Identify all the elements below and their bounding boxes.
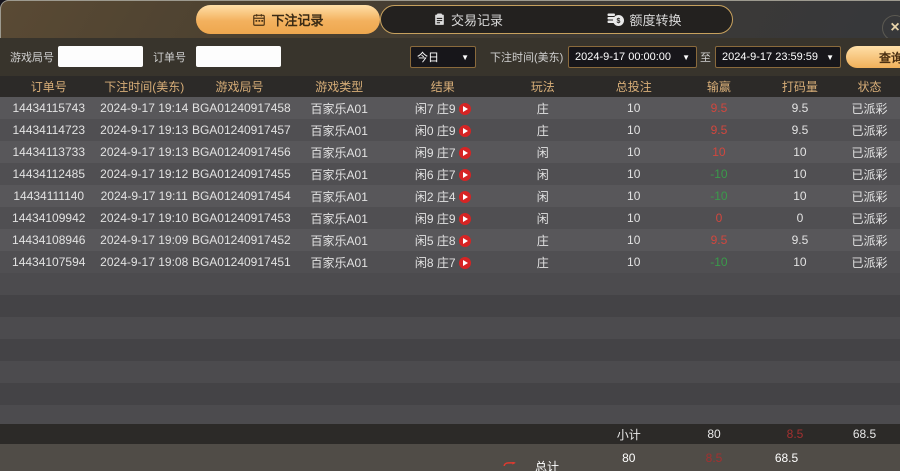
svg-text:$: $ <box>617 18 621 25</box>
